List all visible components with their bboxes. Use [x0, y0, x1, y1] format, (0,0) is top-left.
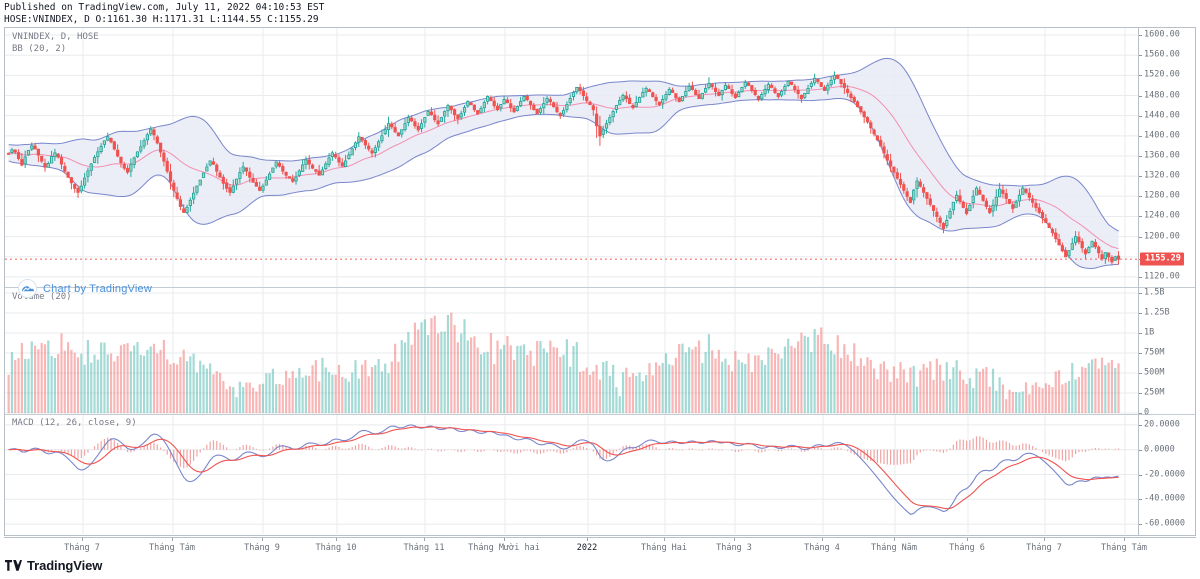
time-tick-mark [822, 538, 823, 541]
time-tick-mark [967, 538, 968, 541]
plot-area[interactable] [5, 28, 1138, 535]
last-price-badge[interactable]: 1155.29 [1140, 252, 1184, 266]
time-axis-label: Tháng 11 [403, 543, 445, 553]
pane-divider-volume-macd [5, 414, 1195, 415]
footer-logo-label: TradingView [27, 558, 103, 573]
tradingview-logo-icon [5, 560, 22, 571]
axis-tick-label: 1320.00 [1144, 170, 1180, 181]
time-axis-label: Tháng Hai [640, 543, 688, 553]
pane-divider-price-volume [5, 287, 1195, 288]
time-tick-mark [894, 538, 895, 541]
time-tick-mark [1124, 538, 1125, 541]
macd-series [8, 424, 1120, 515]
axis-tick-mark [1139, 524, 1142, 526]
axis-tick-mark [1139, 393, 1142, 394]
axis-tick-mark [1139, 95, 1142, 97]
axis-tick-mark [1139, 449, 1142, 451]
axis-tick-mark [1139, 236, 1142, 238]
axis-tick-label: 1360.00 [1144, 150, 1180, 161]
time-axis-label: Tháng 10 [315, 543, 357, 553]
axis-tick-label: 1.5B [1144, 287, 1165, 298]
time-tick-mark [587, 538, 588, 541]
time-tick-mark [1044, 538, 1045, 541]
time-axis-label: Tháng 7 [1026, 543, 1062, 553]
axis-tick-mark [1139, 75, 1142, 77]
axis-tick-label: 1600.00 [1144, 29, 1180, 40]
axis-tick-label: -40.0000 [1144, 493, 1185, 504]
axis-tick-mark [1139, 55, 1142, 57]
axis-tick-mark [1139, 333, 1142, 334]
tradingview-footer-logo[interactable]: TradingView [5, 558, 102, 573]
time-axis-label: Tháng Năm [870, 543, 918, 553]
axis-tick-mark [1139, 424, 1142, 426]
axis-tick-label: -60.0000 [1144, 518, 1185, 529]
axis-tick-mark [1139, 499, 1142, 501]
chart-frame: VNINDEX, D, HOSE BB (20, 2) Volume (20) … [4, 27, 1196, 536]
time-tick-mark [172, 538, 173, 541]
axis-tick-label: 1480.00 [1144, 90, 1180, 101]
ohlc-line: HOSE:VNINDEX, D O:1161.30 H:1171.31 L:11… [4, 14, 319, 25]
axis-tick-mark [1139, 353, 1142, 354]
axis-tick-label: 250M [1144, 387, 1165, 398]
time-axis-label: Tháng 9 [244, 543, 280, 553]
axis-tick-label: 1200.00 [1144, 231, 1180, 242]
axis-tick-mark [1139, 115, 1142, 117]
candlestick-series [7, 71, 1121, 265]
time-tick-mark [424, 538, 425, 541]
time-tick-mark [262, 538, 263, 541]
axis-tick-mark [1139, 155, 1142, 157]
axis-tick-mark [1139, 135, 1142, 137]
axis-tick-mark [1139, 373, 1142, 374]
axis-tick-mark [1139, 413, 1142, 414]
axis-tick-mark [1139, 35, 1142, 37]
time-axis-label: Tháng 6 [949, 543, 985, 553]
axis-tick-label: 20.0000 [1144, 419, 1180, 430]
axis-tick-mark [1139, 474, 1142, 476]
time-axis-label: Tháng 7 [64, 543, 100, 553]
time-axis-label: Tháng Mười hai [468, 543, 540, 553]
axis-tick-label: 1120.00 [1144, 271, 1180, 282]
watermark-label: Chart by TradingView [43, 282, 152, 295]
axis-tick-label: 1440.00 [1144, 110, 1180, 121]
axis-tick-label: 1B [1144, 327, 1155, 338]
axis-tick-mark [1139, 293, 1142, 294]
time-axis-label: Tháng 4 [804, 543, 840, 553]
axis-tick-label: -20.0000 [1144, 469, 1185, 479]
time-axis-label: Tháng Tám [148, 543, 196, 553]
axis-tick-mark [1139, 176, 1142, 178]
time-tick-mark [664, 538, 665, 541]
chart-canvas [5, 28, 1138, 534]
volume-series [7, 312, 1120, 413]
axis-tick-mark [1139, 196, 1142, 198]
axis-tick-label: 750M [1144, 347, 1165, 358]
publication-header: Published on TradingView.com, July 11, 2… [0, 0, 1200, 26]
bollinger-bands [8, 57, 1119, 269]
axis-tick-label: 1520.00 [1144, 69, 1180, 80]
publication-line: Published on TradingView.com, July 11, 2… [4, 2, 325, 13]
axis-tick-label: 1400.00 [1144, 130, 1180, 141]
axis-tick-mark [1139, 276, 1142, 278]
axis-tick-mark [1139, 313, 1142, 314]
time-axis[interactable]: Tháng 7 Tháng Tám Tháng 9 Tháng 10 Tháng 11 T… [4, 537, 1196, 556]
time-tick-mark [504, 538, 505, 541]
axis-tick-label: 1560.00 [1144, 49, 1180, 60]
axis-tick-label: 1280.00 [1144, 190, 1180, 201]
time-tick-mark [734, 538, 735, 541]
time-axis-label: 2022 [576, 543, 598, 553]
tradingview-cloud-icon [18, 279, 37, 298]
axis-tick-mark [1139, 216, 1142, 218]
axis-tick-label: 1.25B [1144, 307, 1170, 318]
value-axis[interactable]: 1600.00 1560.00 1520.00 1480.00 1440.00 1400.… [1138, 28, 1195, 535]
time-tick-mark [82, 538, 83, 541]
axis-tick-label: 0.0000 [1144, 444, 1175, 455]
chart-by-tradingview-watermark[interactable]: Chart by TradingView [18, 279, 152, 298]
axis-tick-label: 1240.00 [1144, 210, 1180, 221]
axis-tick-label: 500M [1144, 367, 1165, 378]
time-axis-label: Tháng Tám [1100, 543, 1148, 553]
time-axis-label: Tháng 3 [716, 543, 752, 553]
time-tick-mark [336, 538, 337, 541]
axis-tick-label: 0 [1144, 407, 1150, 418]
